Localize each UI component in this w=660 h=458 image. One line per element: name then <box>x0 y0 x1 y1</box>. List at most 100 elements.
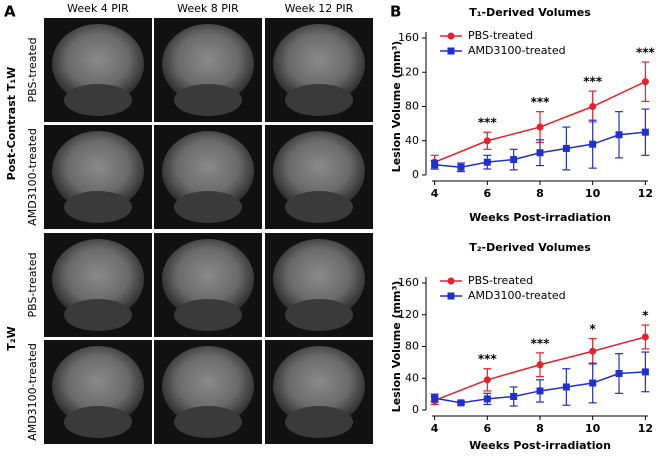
data-point <box>536 123 544 131</box>
mri-brain <box>52 24 144 104</box>
data-point <box>589 347 597 355</box>
row-label: PBS-treated <box>26 37 39 102</box>
panel-label: B <box>390 3 401 21</box>
mri-base <box>285 191 353 223</box>
panel-label: A <box>4 3 16 21</box>
data-point <box>483 376 491 384</box>
row-label: AMD3100-treated <box>26 128 39 226</box>
data-point <box>589 140 597 148</box>
data-point <box>615 369 623 377</box>
data-point <box>615 131 623 139</box>
mri-brain <box>162 239 254 319</box>
x-tick-label: 4 <box>431 422 439 435</box>
y-tick-label: 40 <box>405 371 419 384</box>
legend-marker <box>447 292 455 300</box>
y-tick-label: 80 <box>405 340 419 353</box>
legend-label: AMD3100-treated <box>468 44 566 57</box>
legend-marker <box>447 32 455 40</box>
column-label: Week 12 PIR <box>285 2 354 15</box>
group-label: T₂W <box>5 326 18 350</box>
mri-base <box>285 406 353 438</box>
data-point <box>641 128 649 136</box>
data-point <box>536 387 544 395</box>
x-axis-label: Weeks Post-irradiation <box>469 211 611 224</box>
row-label: PBS-treated <box>26 252 39 317</box>
x-tick-label: 6 <box>483 187 491 200</box>
mri-base <box>174 299 242 331</box>
x-axis-label: Weeks Post-irradiation <box>469 439 611 452</box>
mri-brain <box>162 346 254 426</box>
chart-title: T₂-Derived Volumes <box>469 241 591 254</box>
row-label: AMD3100-treated <box>26 343 39 441</box>
data-point <box>483 137 491 145</box>
mri-brain <box>162 131 254 211</box>
data-point <box>457 163 465 171</box>
mri-base <box>174 406 242 438</box>
data-point <box>431 394 439 402</box>
data-point <box>457 399 465 407</box>
data-point <box>510 393 518 401</box>
column-label: Week 4 PIR <box>67 2 129 15</box>
y-axis-label: Lesion Volume (mm³) <box>390 41 403 173</box>
mri-base <box>64 299 132 331</box>
data-point <box>536 149 544 157</box>
mri-brain <box>273 239 365 319</box>
significance: *** <box>478 352 498 366</box>
mri-base <box>174 191 242 223</box>
mri-base <box>64 406 132 438</box>
legend-label: PBS-treated <box>468 274 533 287</box>
data-point <box>431 161 439 169</box>
mri-brain <box>162 24 254 104</box>
x-tick-label: 12 <box>638 422 653 435</box>
legend-marker <box>447 277 455 285</box>
group-label: Post-Contrast T₁W <box>5 67 18 181</box>
data-point <box>589 379 597 387</box>
x-tick-label: 12 <box>638 187 653 200</box>
x-tick-label: 8 <box>536 187 544 200</box>
significance: * <box>642 309 649 323</box>
significance: * <box>590 322 597 336</box>
data-point <box>641 333 649 341</box>
x-tick-label: 4 <box>431 187 439 200</box>
mri-brain <box>52 131 144 211</box>
mri-base <box>64 84 132 116</box>
mri-base <box>64 191 132 223</box>
data-point <box>562 383 570 391</box>
significance: *** <box>636 45 656 59</box>
mri-brain <box>52 239 144 319</box>
chart-title: T₁-Derived Volumes <box>469 6 591 19</box>
legend-marker <box>447 47 455 55</box>
data-point <box>483 395 491 403</box>
data-point <box>510 156 518 164</box>
data-point <box>641 78 649 86</box>
mri-brain <box>52 346 144 426</box>
x-tick-label: 6 <box>483 422 491 435</box>
y-tick-label: 120 <box>398 65 419 78</box>
data-point <box>562 144 570 152</box>
y-tick-label: 40 <box>405 134 419 147</box>
y-tick-label: 80 <box>405 100 419 113</box>
y-tick-label: 0 <box>412 403 419 416</box>
y-tick-label: 120 <box>398 308 419 321</box>
data-point <box>536 361 544 369</box>
legend-label: PBS-treated <box>468 29 533 42</box>
y-tick-label: 160 <box>398 276 419 289</box>
data-point <box>483 158 491 166</box>
y-tick-label: 160 <box>398 31 419 44</box>
column-label: Week 8 PIR <box>177 2 239 15</box>
significance: *** <box>531 95 551 109</box>
mri-brain <box>273 131 365 211</box>
x-tick-label: 10 <box>585 422 601 435</box>
y-axis-label: Lesion Volume (mm³) <box>390 281 403 413</box>
mri-base <box>285 299 353 331</box>
mri-brain <box>273 24 365 104</box>
mri-brain <box>273 346 365 426</box>
significance: *** <box>531 336 551 350</box>
significance: *** <box>583 75 603 89</box>
mri-base <box>174 84 242 116</box>
x-tick-label: 10 <box>585 187 601 200</box>
y-tick-label: 0 <box>412 168 419 181</box>
mri-base <box>285 84 353 116</box>
data-point <box>641 368 649 376</box>
data-point <box>589 103 597 110</box>
